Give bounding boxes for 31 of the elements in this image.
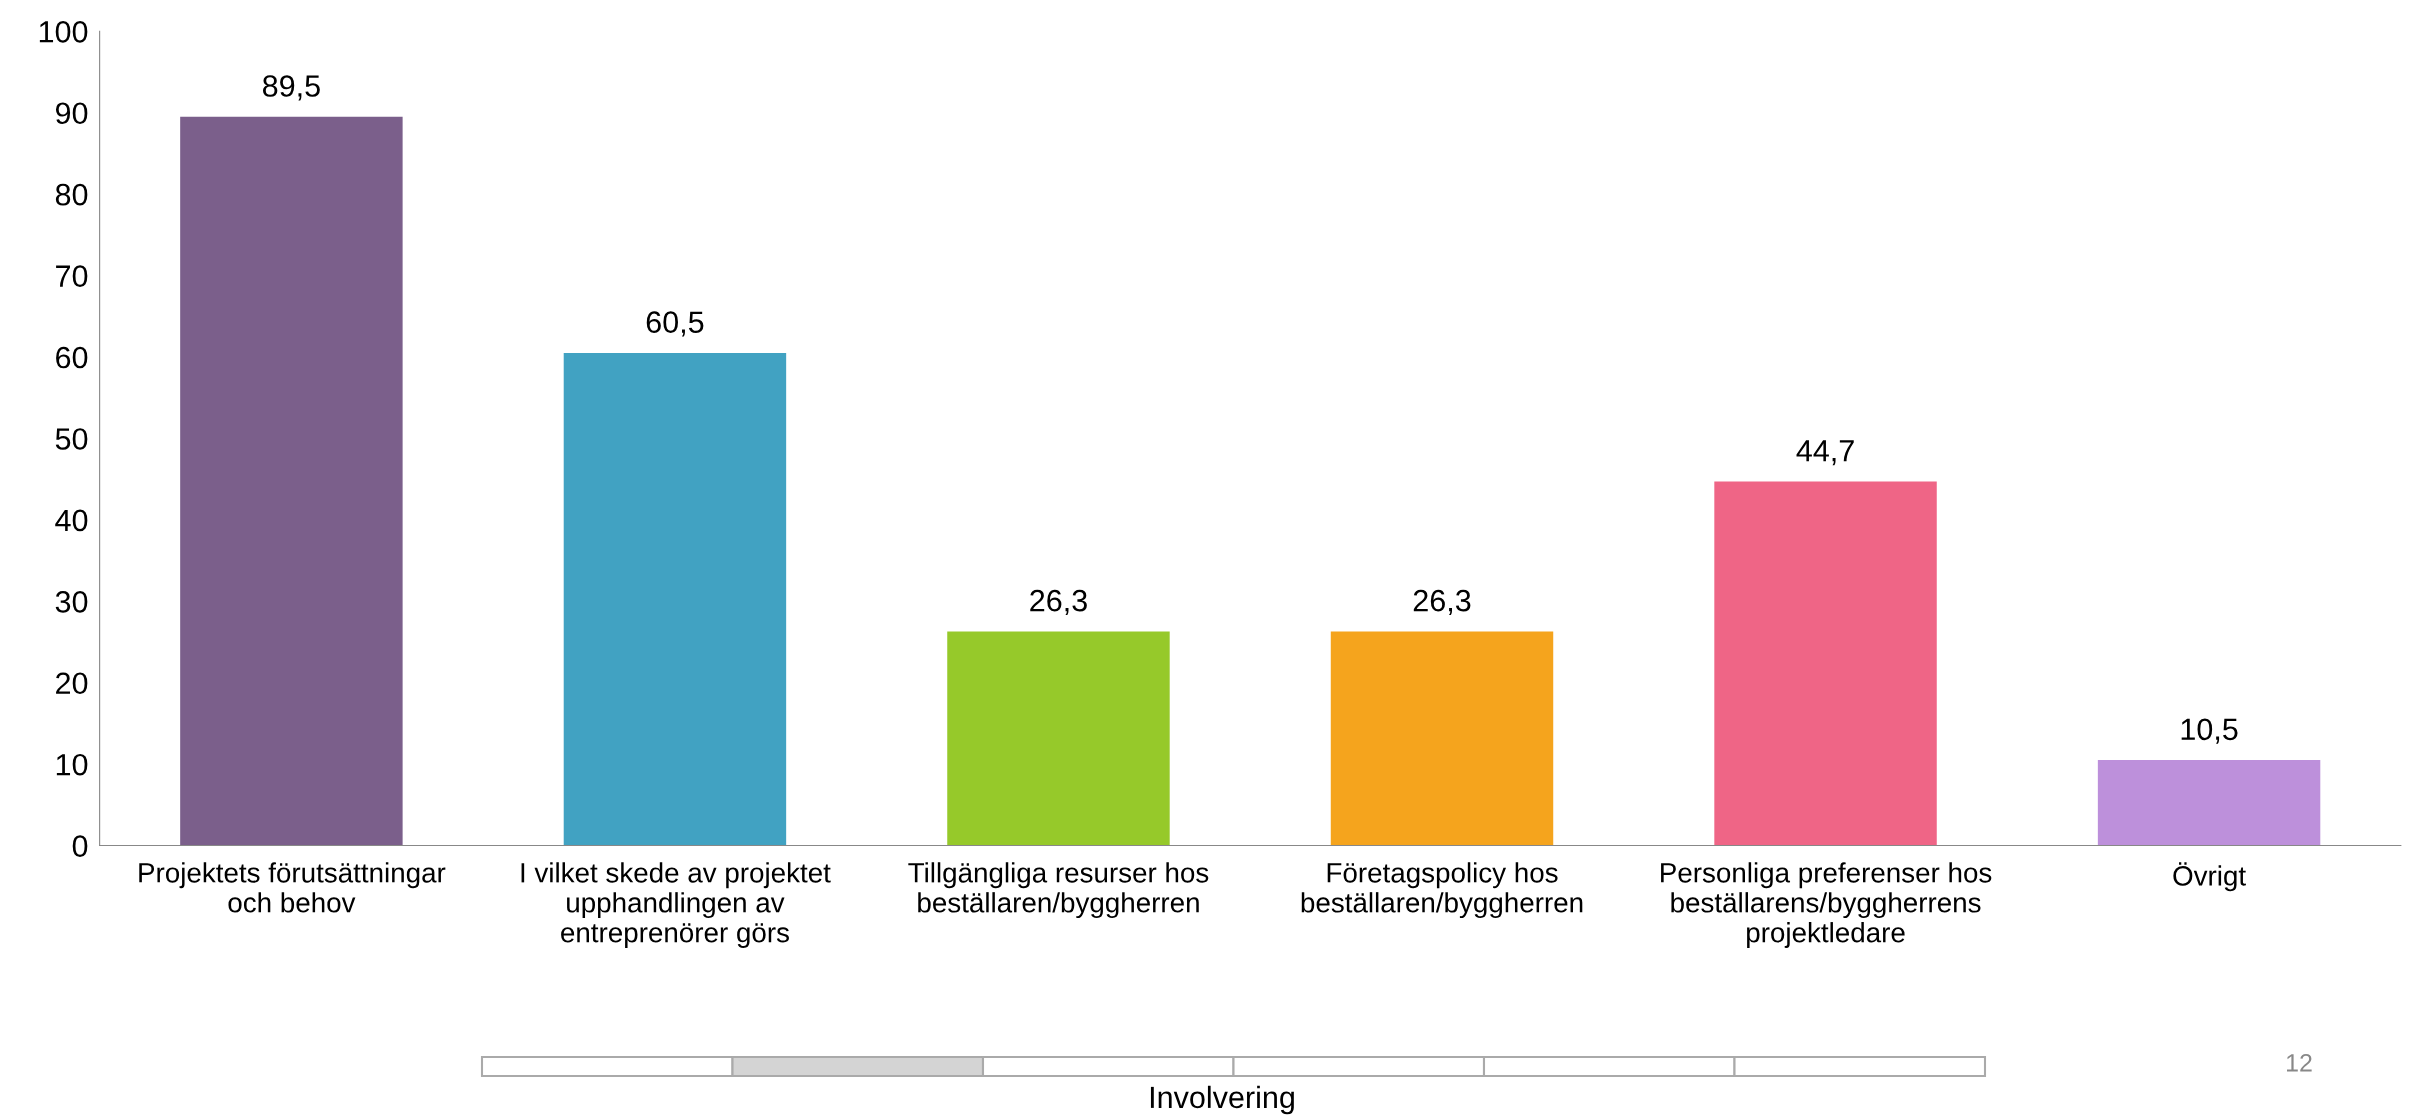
bar <box>1330 631 1554 846</box>
data-label: 26,3 <box>1030 589 1087 616</box>
bar <box>947 631 1170 846</box>
x-tick-label: Övrigt <box>2173 862 2246 892</box>
y-tick-label: 80 <box>55 183 88 206</box>
x-tick-label: Projektets förutsättningar och behov <box>139 862 446 913</box>
data-label: 26,3 <box>1413 589 1471 616</box>
bar <box>1714 481 1937 846</box>
bar <box>180 116 403 846</box>
data-label: 10,5 <box>2181 718 2238 744</box>
x-axis-title: Involvering <box>1150 1085 1294 1115</box>
x-tick-label: Tillgängliga resurser hos beställaren/byggherren <box>908 862 1209 919</box>
y-tick-label: 60 <box>56 346 88 369</box>
y-tick-label: 40 <box>55 509 88 532</box>
data-label: 89,5 <box>262 75 320 101</box>
y-tick-label: 90 <box>55 102 88 125</box>
y-tick-label: 10 <box>56 753 88 776</box>
text: 12 <box>2287 1054 2312 1072</box>
data-label: 44,7 <box>1796 440 1854 466</box>
y-tick-label: 30 <box>55 591 88 613</box>
x-tick-label: Personliga preferenser hos beställarens/byggherrens projektledare <box>1661 862 1992 948</box>
data-label: 60,5 <box>646 311 704 337</box>
bar <box>563 352 787 846</box>
y-tick-label: 70 <box>56 265 88 287</box>
bar <box>2097 760 2321 846</box>
y-tick-label: 0 <box>72 835 88 857</box>
x-tick-label: Företagspolicy hos beställaren/byggherren <box>1301 862 1583 919</box>
x-tick-label: I vilket skede av projektet upphandlingen av entreprenörer görs <box>521 862 831 948</box>
y-tick-label: 50 <box>55 428 88 450</box>
y-tick-label: 100 <box>39 21 88 43</box>
y-tick-label: 20 <box>56 672 88 695</box>
